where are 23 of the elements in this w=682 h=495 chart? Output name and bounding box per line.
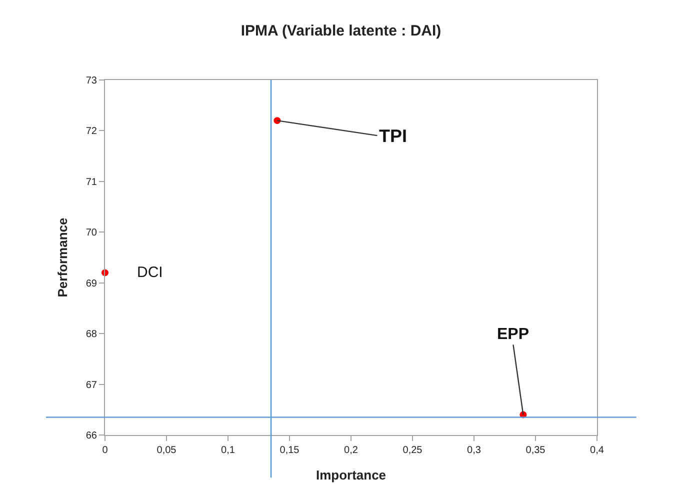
y-tick-label: 67 xyxy=(86,380,98,391)
x-tick-label: 0,15 xyxy=(280,445,300,456)
x-tick-label: 0,4 xyxy=(590,445,604,456)
y-tick-label: 71 xyxy=(86,176,98,188)
x-tick-label: 0,1 xyxy=(221,445,236,456)
y-axis-title: Performance xyxy=(54,218,70,298)
x-tick-label: 0,05 xyxy=(156,445,177,456)
chart-title: IPMA (Variable latente : DAI) xyxy=(240,22,442,40)
x-tick-label: 0,3 xyxy=(467,445,482,456)
annotation: TPI xyxy=(379,126,408,146)
x-axis-title: Importance xyxy=(316,468,386,483)
y-tick-label: 70 xyxy=(86,228,98,239)
y-tick-label: 68 xyxy=(86,329,98,340)
y-tick-label: 72 xyxy=(86,126,98,138)
x-tick-label: 0,2 xyxy=(344,445,358,456)
y-tick-label: 69 xyxy=(86,278,98,290)
x-tick-label: 0,25 xyxy=(402,445,423,456)
y-tick-label: 66 xyxy=(86,430,98,442)
annotation: EPP xyxy=(497,326,530,343)
y-tick-label: 73 xyxy=(86,76,98,86)
x-tick-label: 0 xyxy=(102,445,108,456)
annotation: DCI xyxy=(137,264,163,281)
x-tick-label: 0,35 xyxy=(526,445,546,456)
